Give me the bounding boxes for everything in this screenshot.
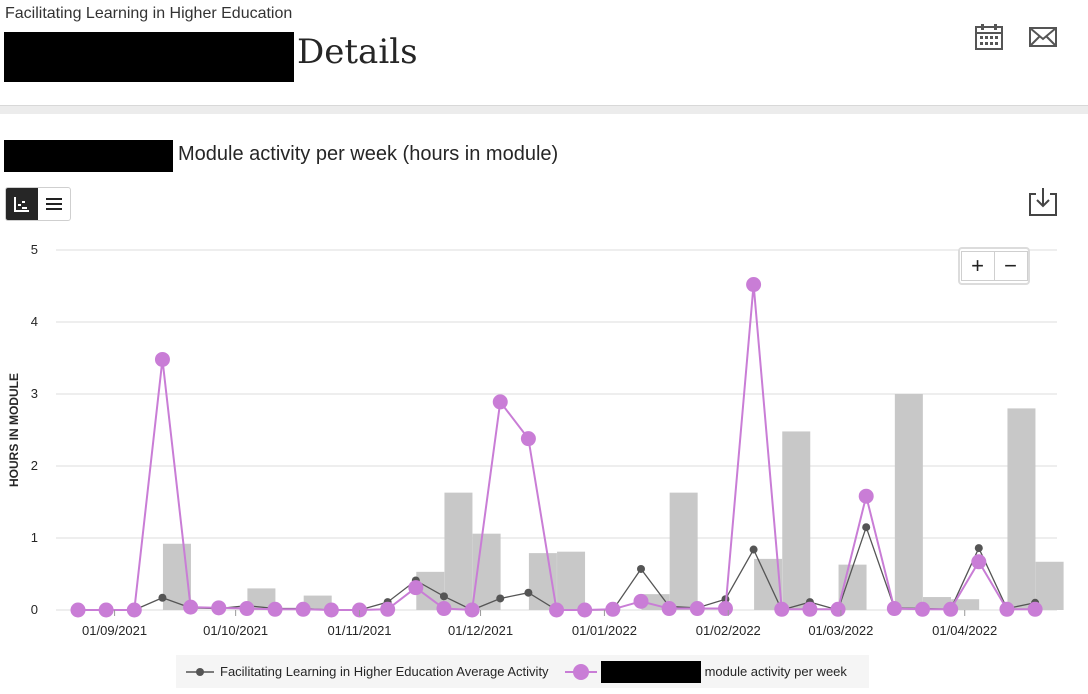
- zoom-controls: + −: [958, 247, 1030, 285]
- series-point[interactable]: [492, 394, 508, 410]
- series-point[interactable]: [126, 602, 142, 618]
- legend-average-marker: [186, 667, 214, 676]
- activity-bar[interactable]: [247, 588, 276, 610]
- series-point[interactable]: [154, 351, 170, 367]
- x-tick-label: 01/11/2021: [327, 623, 391, 638]
- legend-module-marker: [564, 663, 597, 680]
- series-point[interactable]: [239, 601, 255, 617]
- legend-module-label: module activity per week: [704, 664, 847, 679]
- series-point[interactable]: [915, 601, 930, 617]
- series-point[interactable]: [436, 601, 452, 617]
- legend-average-label: Facilitating Learning in Higher Educatio…: [220, 664, 549, 679]
- series-point[interactable]: [520, 431, 536, 447]
- table-view-icon: [46, 198, 62, 210]
- activity-bar[interactable]: [1007, 408, 1036, 610]
- series-point[interactable]: [689, 601, 705, 617]
- zoom-out-button[interactable]: −: [994, 251, 1028, 281]
- series-point[interactable]: [577, 602, 593, 618]
- mail-icon[interactable]: [1028, 22, 1058, 52]
- series-point[interactable]: [886, 601, 902, 617]
- series-point[interactable]: [524, 588, 533, 597]
- series-point[interactable]: [717, 601, 733, 617]
- y-axis-label: HOURS IN MODULE: [7, 373, 21, 487]
- series-point[interactable]: [858, 488, 874, 504]
- chart-view-icon: [14, 197, 29, 212]
- x-tick-label: 01/02/2022: [696, 623, 761, 638]
- series-point[interactable]: [605, 601, 621, 617]
- series-point[interactable]: [183, 599, 199, 615]
- series-point[interactable]: [637, 564, 645, 573]
- y-tick-label: 0: [31, 602, 38, 617]
- series-point[interactable]: [98, 602, 114, 618]
- download-icon[interactable]: [1027, 186, 1059, 218]
- activity-bar[interactable]: [1035, 561, 1064, 610]
- activity-bar[interactable]: [303, 595, 332, 610]
- series-point[interactable]: [830, 601, 846, 617]
- series-point[interactable]: [408, 580, 424, 596]
- chart-legend: Facilitating Learning in Higher Educatio…: [176, 655, 869, 688]
- series-point[interactable]: [661, 601, 677, 617]
- redacted-name: [4, 32, 294, 82]
- activity-bar[interactable]: [782, 431, 811, 610]
- series-point[interactable]: [633, 593, 649, 609]
- series-point[interactable]: [549, 602, 565, 618]
- chart-view-button[interactable]: [6, 188, 38, 220]
- series-point[interactable]: [1027, 601, 1043, 617]
- series-point[interactable]: [380, 601, 396, 617]
- series-point[interactable]: [971, 554, 987, 570]
- series-point[interactable]: [862, 523, 871, 532]
- x-tick-label: 01/04/2022: [932, 623, 997, 638]
- x-tick-label: 01/01/2022: [572, 623, 637, 638]
- activity-bar[interactable]: [557, 551, 586, 610]
- activity-bar[interactable]: [951, 599, 980, 610]
- series-point[interactable]: [974, 544, 983, 553]
- series-point[interactable]: [158, 593, 167, 602]
- y-tick-label: 5: [31, 242, 38, 257]
- series-point[interactable]: [999, 601, 1015, 617]
- series-point[interactable]: [70, 602, 86, 618]
- activity-bar[interactable]: [894, 394, 923, 610]
- x-tick-label: 01/09/2021: [82, 623, 147, 638]
- course-name: Facilitating Learning in Higher Educatio…: [5, 5, 293, 22]
- activity-bar[interactable]: [444, 492, 473, 610]
- series-point[interactable]: [802, 601, 818, 617]
- header-divider: [0, 105, 1088, 114]
- calendar-icon[interactable]: [974, 22, 1004, 52]
- series-point[interactable]: [267, 601, 283, 617]
- series-point[interactable]: [774, 601, 790, 617]
- series-point[interactable]: [211, 600, 227, 616]
- legend-redacted: [600, 660, 701, 683]
- x-tick-label: 01/10/2021: [203, 623, 268, 638]
- series-point[interactable]: [496, 594, 505, 603]
- activity-chart: 0 1 2 3 4 5 01/09/2021 01/10/2021 01/11/2021 01/…: [7, 242, 1064, 638]
- x-tick-label: 01/12/2021: [448, 623, 513, 638]
- y-tick-label: 1: [31, 530, 38, 545]
- activity-bar[interactable]: [669, 492, 698, 610]
- series-point[interactable]: [746, 277, 762, 293]
- zoom-in-button[interactable]: +: [960, 251, 995, 281]
- table-view-button[interactable]: [38, 188, 70, 220]
- series-point[interactable]: [464, 602, 480, 618]
- series-point[interactable]: [295, 601, 311, 617]
- series-point[interactable]: [323, 602, 339, 618]
- y-tick-label: 3: [31, 386, 38, 401]
- series-point[interactable]: [943, 601, 959, 617]
- view-toggle: [5, 187, 71, 221]
- x-tick-label: 01/03/2022: [808, 623, 873, 638]
- series-point[interactable]: [749, 545, 758, 554]
- page-title: Details: [297, 32, 418, 72]
- y-tick-label: 2: [31, 458, 38, 473]
- series-point[interactable]: [439, 592, 448, 601]
- section-title: Module activity per week (hours in modul…: [178, 143, 559, 165]
- redacted-label: [4, 140, 173, 172]
- y-tick-label: 4: [31, 314, 38, 329]
